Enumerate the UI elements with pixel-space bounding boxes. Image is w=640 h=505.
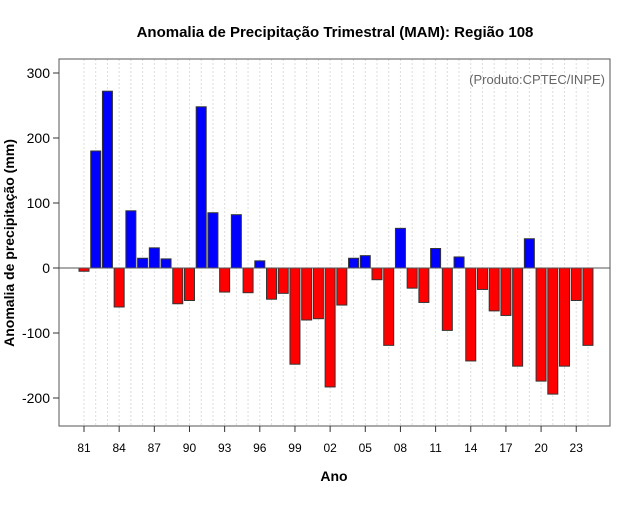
- bar-2001: [312, 267, 324, 320]
- bar-2015: [476, 267, 488, 290]
- x-tick-label: 02: [323, 441, 337, 455]
- y-tick-label: 0: [42, 260, 50, 276]
- bar-1988: [160, 258, 172, 269]
- bar-1998: [277, 267, 289, 294]
- x-tick-label: 96: [253, 441, 267, 455]
- chart-title: Anomalia de Precipitação Trimestral (MAM…: [137, 24, 534, 41]
- bar-2002: [324, 267, 336, 388]
- y-tick-label: 300: [27, 65, 51, 81]
- bar-2016: [488, 267, 500, 312]
- plot-frame: [58, 58, 611, 427]
- x-axis-label: Ano: [320, 468, 347, 484]
- bar-2014: [465, 267, 477, 362]
- bar-1997: [266, 267, 278, 300]
- x-tick-label: 05: [359, 441, 373, 455]
- bar-2020: [535, 267, 547, 382]
- x-tick-label: 14: [464, 441, 478, 455]
- x-tick-label: 17: [499, 441, 513, 455]
- bar-1994: [230, 214, 242, 269]
- bar-1983: [101, 90, 113, 269]
- bar-2010: [418, 267, 430, 303]
- bar-2021: [547, 267, 559, 395]
- bar-2003: [336, 267, 348, 306]
- bar-1992: [207, 212, 219, 269]
- bar-2008: [394, 227, 406, 269]
- x-tick-label: 11: [429, 441, 442, 455]
- x-tick-label: 99: [288, 441, 302, 455]
- x-tick-label: 87: [148, 441, 162, 455]
- y-tick-label: -200: [22, 390, 50, 406]
- bar-2011: [430, 248, 442, 269]
- bar-2024: [582, 267, 594, 346]
- x-tick-label: 23: [570, 441, 584, 455]
- x-tick-label: 93: [218, 441, 232, 455]
- bar-1989: [172, 267, 184, 305]
- y-axis-label: Anomalia de precipitação (mm): [1, 139, 17, 347]
- bar-1984: [113, 267, 125, 308]
- source-annotation: (Produto:CPTEC/INPE): [469, 72, 605, 87]
- bar-1995: [242, 267, 254, 294]
- x-tick-label: 84: [112, 441, 126, 455]
- bar-1990: [183, 267, 195, 301]
- y-tick-label: -100: [22, 325, 50, 341]
- bar-2012: [441, 267, 453, 331]
- bar-2007: [383, 267, 395, 346]
- bar-2006: [371, 267, 383, 281]
- x-tick-label: 81: [77, 441, 91, 455]
- bar-1987: [148, 247, 160, 269]
- bar-2004: [348, 257, 360, 269]
- bar-2013: [453, 256, 465, 269]
- bar-1999: [289, 267, 301, 365]
- bar-2017: [500, 267, 512, 316]
- bar-2022: [559, 267, 571, 367]
- bar-2005: [359, 255, 371, 269]
- bar-1993: [219, 267, 231, 293]
- bar-2000: [301, 267, 313, 321]
- bar-1986: [137, 257, 149, 269]
- x-tick-label: 08: [394, 441, 408, 455]
- x-tick-label: 20: [534, 441, 548, 455]
- bar-2019: [523, 238, 535, 269]
- x-tick-label: 90: [183, 441, 197, 455]
- y-tick-label: 200: [27, 130, 51, 146]
- bar-1985: [125, 210, 137, 269]
- bar-1991: [195, 106, 207, 269]
- bar-2009: [406, 267, 418, 289]
- bar-1982: [90, 150, 102, 269]
- bar-2018: [512, 267, 524, 367]
- bar-1996: [254, 260, 266, 269]
- bar-2023: [570, 267, 582, 301]
- y-tick-label: 100: [27, 195, 51, 211]
